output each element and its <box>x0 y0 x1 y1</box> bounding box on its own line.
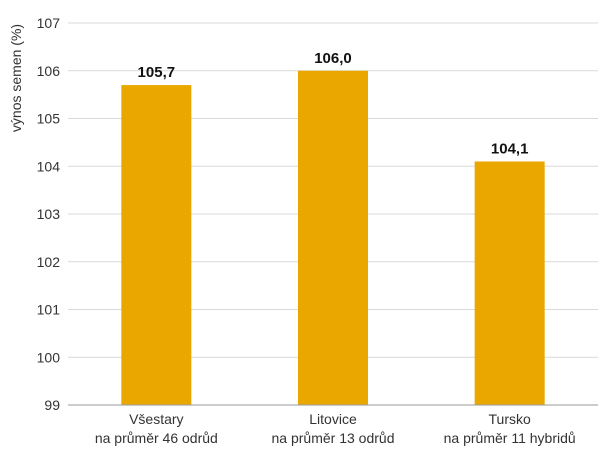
bars <box>121 70 545 405</box>
data-label: 106,0 <box>314 50 352 67</box>
data-label: 104,1 <box>491 140 529 157</box>
y-tick-label: 105 <box>37 111 61 127</box>
bar <box>298 70 368 405</box>
category-label-line2: na průměr 46 odrůd <box>95 430 218 446</box>
y-tick-label: 106 <box>37 63 61 79</box>
category-label-line2: na průměr 11 hybridů <box>444 430 576 446</box>
category-labels: Všestary na průměr 46 odrůd Litovice na prů… <box>95 411 576 446</box>
bar <box>474 161 545 405</box>
data-labels: 105,7 106,0 104,1 <box>138 50 529 158</box>
y-tick-label: 101 <box>37 302 61 318</box>
y-tick-labels: 99 100 101 102 103 104 105 106 107 <box>37 15 61 413</box>
y-tick-label: 100 <box>37 349 61 365</box>
y-tick-label: 103 <box>37 206 61 222</box>
bar <box>121 85 192 405</box>
y-tick-label: 99 <box>44 397 60 413</box>
category-label-line2: na průměr 13 odrůd <box>272 430 395 446</box>
category-label-line1: Litovice <box>309 411 357 427</box>
y-tick-label: 104 <box>37 158 61 174</box>
y-tick-label: 107 <box>37 15 61 31</box>
y-tick-label: 102 <box>37 254 61 270</box>
category-label-line1: Všestary <box>129 411 183 427</box>
category-label-line1: Tursko <box>489 411 531 427</box>
data-label: 105,7 <box>138 64 176 81</box>
y-axis-title: výnos semen (%) <box>8 24 24 132</box>
